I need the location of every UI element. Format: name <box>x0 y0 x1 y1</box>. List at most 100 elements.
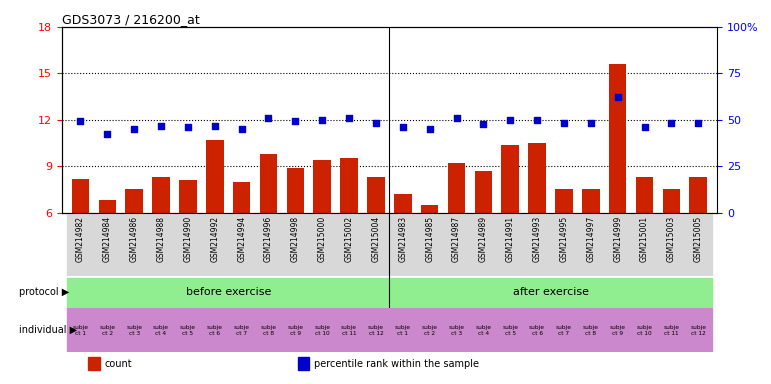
Text: GSM214994: GSM214994 <box>237 216 246 262</box>
Bar <box>609 64 626 213</box>
Text: subje
ct 5: subje ct 5 <box>180 325 196 336</box>
Bar <box>577 213 604 276</box>
Bar <box>501 144 519 213</box>
Text: GSM214998: GSM214998 <box>291 216 300 262</box>
Text: subje
ct 9: subje ct 9 <box>610 325 625 336</box>
Point <box>235 126 247 132</box>
Bar <box>416 213 443 276</box>
Text: GSM214996: GSM214996 <box>264 216 273 262</box>
Text: subje
ct 11: subje ct 11 <box>663 325 679 336</box>
Point <box>531 117 544 123</box>
Text: GSM214999: GSM214999 <box>613 216 622 262</box>
Bar <box>147 308 174 352</box>
Text: GSM215002: GSM215002 <box>345 216 354 262</box>
Bar <box>201 213 228 276</box>
Text: GSM214990: GSM214990 <box>183 216 193 262</box>
Bar <box>308 213 335 276</box>
Text: GSM214982: GSM214982 <box>76 216 85 262</box>
Text: subje
ct 4: subje ct 4 <box>476 325 491 336</box>
Text: subje
ct 9: subje ct 9 <box>288 325 303 336</box>
Point <box>557 120 570 126</box>
Bar <box>72 179 89 213</box>
Point <box>316 117 328 123</box>
Point <box>101 131 113 137</box>
Bar <box>497 213 524 276</box>
Text: GSM214997: GSM214997 <box>586 216 595 262</box>
Bar <box>443 308 470 352</box>
Text: subje
ct 10: subje ct 10 <box>315 325 330 336</box>
Text: subje
ct 1: subje ct 1 <box>72 325 89 336</box>
Point <box>343 115 355 121</box>
Point <box>396 124 409 131</box>
Bar <box>201 308 228 352</box>
Text: subje
ct 12: subje ct 12 <box>368 325 384 336</box>
Bar <box>658 213 685 276</box>
Bar <box>308 308 335 352</box>
Text: subje
ct 4: subje ct 4 <box>153 325 169 336</box>
Bar <box>416 308 443 352</box>
Bar <box>631 213 658 276</box>
Bar <box>394 194 412 213</box>
Text: GSM214995: GSM214995 <box>560 216 568 262</box>
Bar <box>67 308 94 352</box>
Text: GSM214992: GSM214992 <box>210 216 219 262</box>
Text: GSM215001: GSM215001 <box>640 216 649 262</box>
Text: subje
ct 10: subje ct 10 <box>637 325 652 336</box>
Bar <box>497 308 524 352</box>
Text: protocol ▶: protocol ▶ <box>19 288 69 298</box>
Bar <box>658 308 685 352</box>
Bar <box>255 308 282 352</box>
Bar <box>340 159 358 213</box>
Point <box>182 124 194 131</box>
Point <box>289 118 301 124</box>
Text: individual ▶: individual ▶ <box>19 325 77 335</box>
Bar <box>685 213 712 276</box>
Text: GSM214993: GSM214993 <box>533 216 541 262</box>
Text: GSM215004: GSM215004 <box>372 216 380 262</box>
Bar <box>335 308 362 352</box>
Point <box>450 115 463 121</box>
Bar <box>662 189 680 213</box>
Bar <box>206 140 224 213</box>
Text: GSM214991: GSM214991 <box>506 216 515 262</box>
Text: subje
ct 6: subje ct 6 <box>207 325 223 336</box>
Text: count: count <box>104 359 132 369</box>
Bar <box>282 213 308 276</box>
Text: GSM214987: GSM214987 <box>452 216 461 262</box>
Bar <box>528 143 546 213</box>
Bar <box>555 189 573 213</box>
Bar <box>94 213 121 276</box>
Bar <box>389 278 712 307</box>
Bar <box>99 200 116 213</box>
Bar <box>389 213 416 276</box>
Bar <box>228 308 255 352</box>
Point <box>155 123 167 129</box>
Point <box>692 120 705 126</box>
Bar <box>255 213 282 276</box>
Bar <box>362 213 389 276</box>
Text: GSM215005: GSM215005 <box>694 216 702 262</box>
Text: GDS3073 / 216200_at: GDS3073 / 216200_at <box>62 13 200 26</box>
Text: subje
ct 1: subje ct 1 <box>395 325 411 336</box>
Bar <box>287 168 304 213</box>
Text: subje
ct 2: subje ct 2 <box>422 325 438 336</box>
Text: GSM214984: GSM214984 <box>103 216 112 262</box>
Bar <box>174 308 201 352</box>
Point <box>504 117 517 123</box>
Bar <box>126 189 143 213</box>
Text: GSM214988: GSM214988 <box>157 216 166 262</box>
Bar <box>67 213 94 276</box>
Point <box>370 120 382 126</box>
Bar <box>174 213 201 276</box>
Bar <box>604 308 631 352</box>
Text: subje
ct 8: subje ct 8 <box>583 325 599 336</box>
Bar <box>604 213 631 276</box>
Bar <box>88 357 99 370</box>
Point <box>477 121 490 127</box>
Bar <box>636 177 653 213</box>
Bar <box>631 308 658 352</box>
Point <box>128 126 140 132</box>
Bar <box>228 213 255 276</box>
Point <box>423 126 436 132</box>
Bar <box>470 213 497 276</box>
